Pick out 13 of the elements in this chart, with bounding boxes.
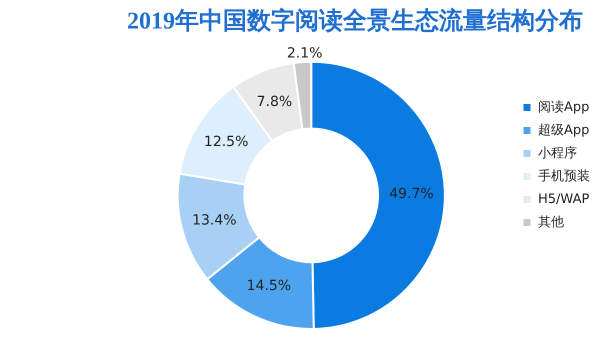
legend-label: 阅读App	[538, 100, 590, 115]
data-label: 13.4%	[192, 212, 237, 229]
chart-title: 2019年中国数字阅读全景生态流量结构分布	[127, 6, 583, 35]
data-label: 12.5%	[204, 134, 248, 150]
legend-label: 其他	[538, 214, 564, 230]
data-label: 49.7%	[389, 186, 434, 202]
data-label: 2.1%	[286, 45, 322, 62]
legend-label: 手机预装	[538, 168, 590, 184]
legend-label: 小程序	[538, 144, 577, 161]
legend-label: 超级App	[538, 122, 590, 138]
data-label: 14.5%	[246, 278, 292, 294]
data-label: 7.8%	[256, 94, 292, 110]
legend-label: H5/WAP	[538, 192, 590, 207]
